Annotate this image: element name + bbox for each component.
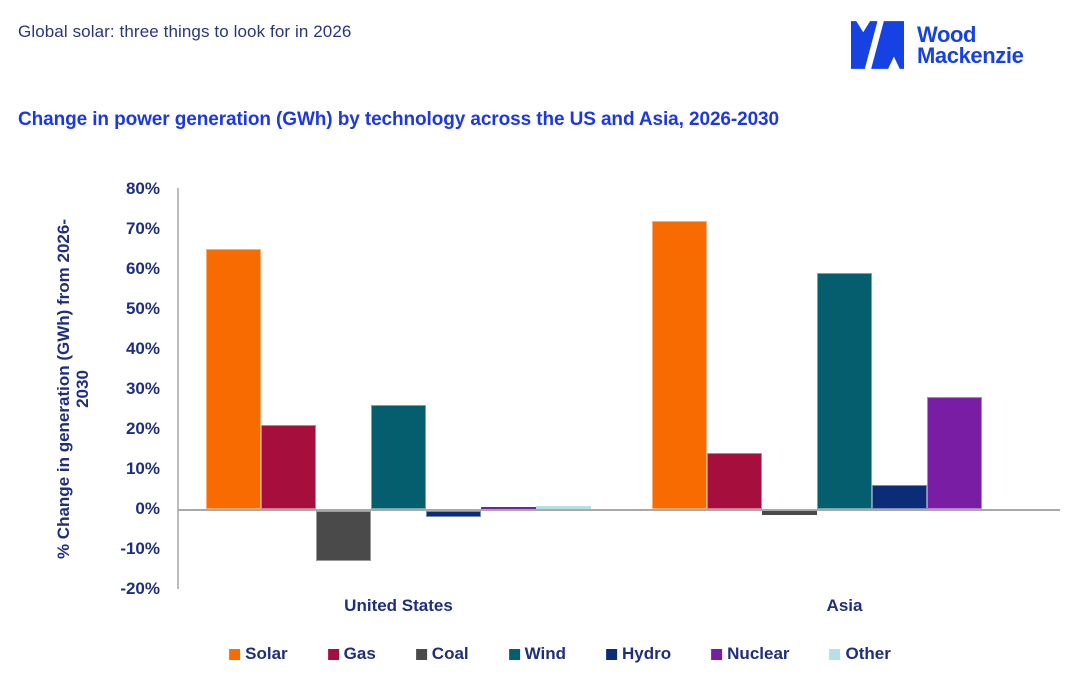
bar-wind-united-states xyxy=(371,405,426,509)
legend-swatch-gas xyxy=(327,648,339,660)
legend: Solar Gas Coal Wind Hydro Nuclear Other xyxy=(229,644,891,664)
page-title: Global solar: three things to look for i… xyxy=(18,22,352,41)
bar-nuclear-asia xyxy=(927,397,982,509)
x-axis-line xyxy=(178,509,1060,511)
legend-label-solar: Solar xyxy=(245,644,288,663)
y-tick-40-: 40% xyxy=(125,339,160,358)
bar-hydro-united-states xyxy=(426,511,481,517)
y-tick-20-: 20% xyxy=(125,419,160,438)
legend-label-wind: Wind xyxy=(524,644,567,663)
y-tick--10-: -10% xyxy=(120,539,160,558)
y-axis-line xyxy=(177,188,179,589)
legend-label-other: Other xyxy=(845,644,891,663)
legend-swatch-solar xyxy=(229,648,241,660)
y-tick-0-: 0% xyxy=(135,499,160,518)
legend-item-other: Other xyxy=(829,644,891,664)
legend-item-nuclear: Nuclear xyxy=(711,644,790,664)
bar-solar-asia xyxy=(652,221,707,509)
bar-nuclear-united-states xyxy=(481,507,536,509)
y-tick-80-: 80% xyxy=(125,179,160,198)
x-axis-label-united-states: United States xyxy=(344,596,453,615)
legend-swatch-other xyxy=(829,648,841,660)
legend-swatch-coal xyxy=(415,648,427,660)
legend-item-hydro: Hydro xyxy=(606,644,671,664)
bar-gas-asia xyxy=(707,453,762,509)
legend-label-hydro: Hydro xyxy=(622,644,672,663)
legend-swatch-wind xyxy=(508,648,520,660)
logo-text-line2: Mackenzie xyxy=(917,43,1024,68)
legend-swatch-hydro xyxy=(606,648,618,660)
bar-other-united-states xyxy=(536,506,591,509)
legend-label-coal: Coal xyxy=(431,644,469,663)
bar-coal-united-states xyxy=(316,511,371,561)
chart-title: Change in power generation (GWh) by tech… xyxy=(18,109,779,130)
legend-item-coal: Coal xyxy=(415,644,469,664)
bar-gas-united-states xyxy=(261,425,316,509)
y-tick-50-: 50% xyxy=(125,299,160,318)
legend-label-gas: Gas xyxy=(343,644,376,663)
wood-mackenzie-wordmark: Wood Mackenzie xyxy=(917,22,1024,68)
bar-coal-asia xyxy=(762,511,817,515)
y-tick--20-: -20% xyxy=(120,579,160,598)
logo-text-line1: Wood xyxy=(917,22,977,47)
bar-solar-united-states xyxy=(206,249,261,509)
bar-hydro-asia xyxy=(872,485,927,509)
y-tick-60-: 60% xyxy=(125,259,160,278)
y-tick-10-: 10% xyxy=(125,459,160,478)
legend-label-nuclear: Nuclear xyxy=(727,644,790,663)
wood-mackenzie-logo-icon xyxy=(851,21,904,69)
bar-wind-asia xyxy=(817,273,872,509)
legend-item-solar: Solar xyxy=(229,644,288,664)
y-tick-70-: 70% xyxy=(125,219,160,238)
legend-item-wind: Wind xyxy=(508,644,567,664)
wood-mackenzie-logo: Wood Mackenzie xyxy=(851,21,1024,69)
legend-swatch-nuclear xyxy=(711,648,723,660)
legend-item-gas: Gas xyxy=(327,644,376,664)
x-axis-label-asia: Asia xyxy=(826,596,863,615)
y-tick-30-: 30% xyxy=(125,379,160,398)
